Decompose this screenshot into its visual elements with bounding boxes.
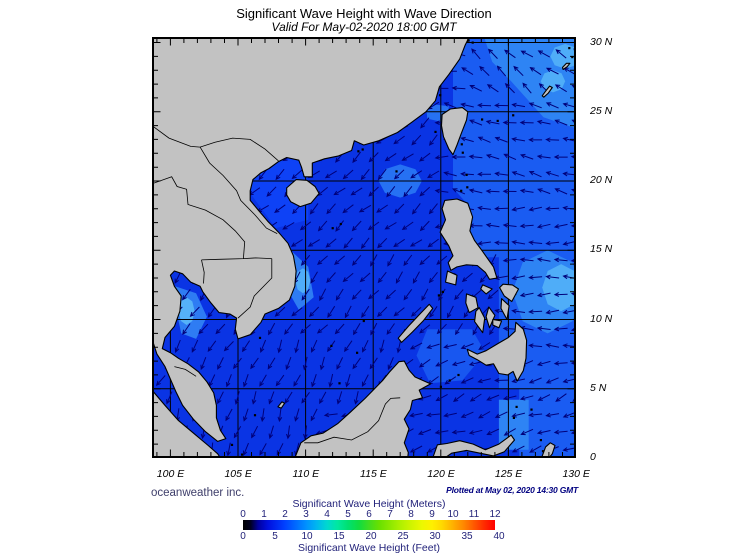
colorbar-meters-tick: 6 (366, 509, 372, 520)
colorbar-feet-tick: 25 (397, 531, 409, 542)
colorbar-meters-tick: 11 (468, 509, 480, 520)
colorbar-feet-tick: 20 (365, 531, 377, 542)
colorbar-gradient (243, 520, 495, 530)
colorbar-meters-tick: 3 (303, 509, 309, 520)
colorbar-title-meters: Significant Wave Height (Meters) (292, 498, 446, 510)
colorbar-feet-tick: 10 (301, 531, 313, 542)
colorbar-feet-tick: 5 (272, 531, 278, 542)
colorbar-feet-tick: 30 (429, 531, 441, 542)
lat-tick-label: 20 N (590, 174, 613, 186)
colorbar-meters-tick: 9 (429, 509, 435, 520)
chart-subtitle: Valid For May-02-2020 18:00 GMT (271, 20, 457, 34)
lon-tick-label: 125 E (494, 468, 523, 480)
colorbar-meters-tick: 2 (282, 509, 288, 520)
colorbar-feet-tick: 35 (461, 531, 473, 542)
lon-tick-label: 130 E (562, 468, 590, 480)
lat-tick-label: 10 N (590, 312, 613, 325)
lat-tick-label: 0 (590, 451, 596, 463)
colorbar-meters-tick: 10 (447, 509, 459, 520)
lon-tick-label: 115 E (360, 468, 387, 480)
colorbar-meters-tick: 0 (240, 509, 246, 520)
lat-tick-label: 30 N (590, 35, 613, 48)
colorbar-meters-tick: 7 (387, 509, 393, 520)
colorbar-feet-tick: 0 (240, 531, 246, 542)
lon-tick-label: 120 E (427, 468, 455, 480)
colorbar-meters-tick: 8 (408, 509, 414, 520)
lon-tick-label: 105 E (224, 468, 252, 480)
chart-title: Significant Wave Height with Wave Direct… (236, 6, 492, 21)
lon-tick-label: 100 E (156, 468, 185, 480)
colorbar-title-feet: Significant Wave Height (Feet) (297, 542, 440, 554)
credit-oceanweather: oceanweather inc. (151, 487, 245, 499)
lat-tick-label: 5 N (590, 381, 607, 394)
wave-map (152, 37, 576, 458)
lat-tick-label: 25 N (590, 104, 613, 117)
colorbar-meters-tick: 5 (345, 509, 351, 520)
colorbar-meters-tick: 12 (489, 509, 501, 520)
colorbar-meters-tick: 1 (261, 509, 267, 520)
colorbar-feet-tick: 15 (333, 531, 345, 542)
colorbar-meters-tick: 4 (324, 509, 330, 520)
lat-tick-label: 15 N (590, 243, 613, 256)
colorbar-feet-tick: 40 (493, 531, 505, 542)
credit-plotted-at: Plotted at May 02, 2020 14:30 GMT (446, 485, 578, 495)
lon-tick-label: 110 E (292, 468, 320, 480)
